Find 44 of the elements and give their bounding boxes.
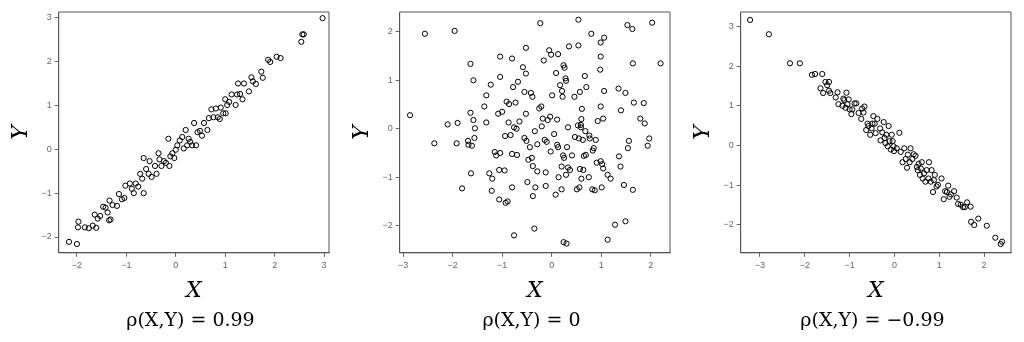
- text: ρ(X,Y) = −0.99: [799, 308, 946, 330]
- y-tick-label: 1: [728, 100, 734, 111]
- y-tick-label: 3: [46, 12, 52, 23]
- text: ρ(X,Y) = 0.99: [125, 308, 256, 330]
- y-tick-label: −1: [382, 171, 393, 182]
- y-tick-label: −1: [723, 179, 734, 190]
- y-tick-label: 0: [387, 123, 393, 134]
- x-tick-label: −2: [447, 259, 458, 270]
- x-tick-label: −1: [121, 259, 132, 270]
- x-tick-label: 1: [222, 259, 228, 270]
- x-tick-label: −2: [799, 259, 810, 270]
- x-tick-label: 1: [598, 259, 604, 270]
- x-tick-label: 0: [173, 259, 179, 270]
- y-tick-label: −2: [723, 219, 734, 230]
- y-axis-title: Y: [347, 122, 373, 140]
- y-tick-label: −1: [41, 187, 52, 198]
- x-tick-label: 2: [272, 259, 278, 270]
- x-axis-title: X: [865, 276, 885, 302]
- y-tick-label: 2: [728, 60, 734, 71]
- y-axis-title: Y: [6, 122, 32, 140]
- x-tick-label: 0: [891, 259, 897, 270]
- y-tick-label: 0: [728, 140, 734, 150]
- x-tick-label: 0: [549, 259, 555, 270]
- y-tick-label: 3: [728, 20, 734, 31]
- x-tick-label: 2: [648, 259, 654, 270]
- x-tick-label: 1: [936, 259, 942, 270]
- x-tick-label: −1: [844, 259, 855, 270]
- y-axis-title: Y: [688, 122, 714, 140]
- x-tick-label: −2: [71, 259, 83, 270]
- y-tick-label: 1: [46, 99, 52, 110]
- text: ρ(X,Y) = 0: [481, 308, 582, 330]
- y-tick-label: −2: [41, 231, 52, 242]
- y-tick-label: 0: [46, 143, 52, 154]
- y-tick-label: 1: [387, 74, 393, 85]
- y-tick-label: −2: [382, 220, 393, 231]
- x-axis-title: X: [183, 276, 203, 302]
- x-axis-title: X: [524, 276, 544, 302]
- x-tick-label: 2: [981, 259, 987, 270]
- y-tick-label: 2: [46, 56, 52, 67]
- y-tick-label: 2: [387, 26, 393, 37]
- x-tick-label: −1: [497, 259, 508, 270]
- x-tick-label: 3: [321, 259, 327, 270]
- x-tick-label: −3: [397, 259, 409, 270]
- x-tick-label: −3: [754, 259, 766, 270]
